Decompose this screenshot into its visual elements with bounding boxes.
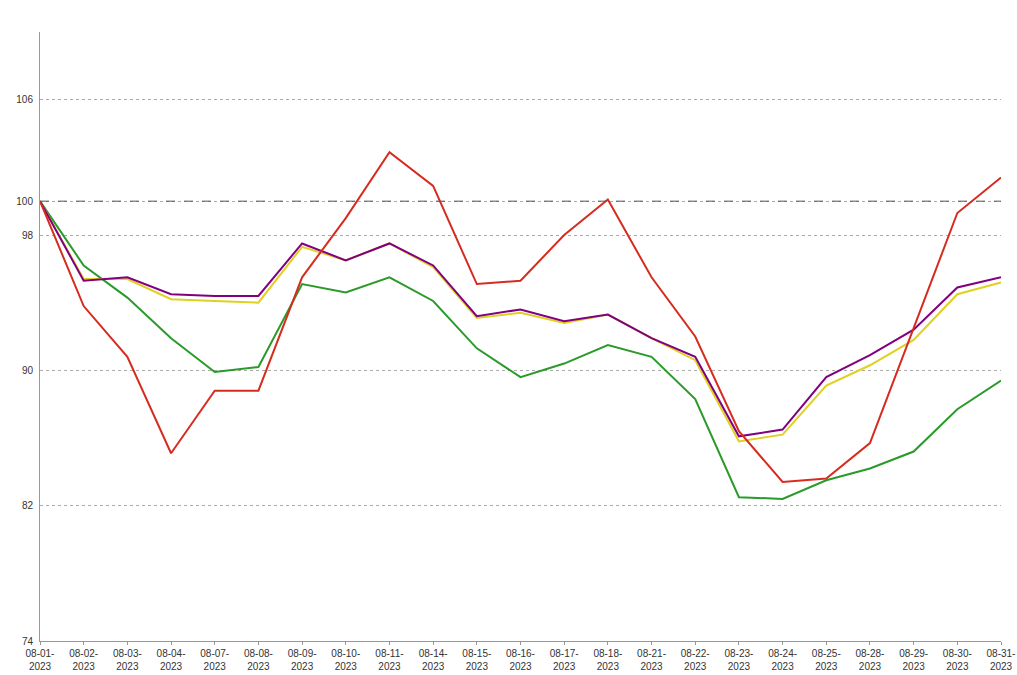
svg-text:08-31-2023: 08-31-2023 bbox=[987, 648, 1016, 672]
svg-text:08-09-2023: 08-09-2023 bbox=[288, 648, 317, 672]
svg-text:08-17-2023: 08-17-2023 bbox=[550, 648, 579, 672]
svg-text:08-01-2023: 08-01-2023 bbox=[26, 648, 55, 672]
svg-text:106: 106 bbox=[16, 94, 33, 105]
svg-text:98: 98 bbox=[22, 230, 34, 241]
svg-text:08-24-2023: 08-24-2023 bbox=[768, 648, 797, 672]
svg-text:08-28-2023: 08-28-2023 bbox=[855, 648, 884, 672]
svg-text:100: 100 bbox=[16, 196, 33, 207]
svg-text:08-15-2023: 08-15-2023 bbox=[462, 648, 491, 672]
svg-text:08-08-2023: 08-08-2023 bbox=[244, 648, 273, 672]
svg-text:08-03-2023: 08-03-2023 bbox=[113, 648, 142, 672]
svg-text:08-29-2023: 08-29-2023 bbox=[899, 648, 928, 672]
svg-text:08-30-2023: 08-30-2023 bbox=[943, 648, 972, 672]
svg-text:08-14-2023: 08-14-2023 bbox=[419, 648, 448, 672]
svg-text:08-21-2023: 08-21-2023 bbox=[637, 648, 666, 672]
svg-text:82: 82 bbox=[22, 500, 34, 511]
svg-text:08-02-2023: 08-02-2023 bbox=[69, 648, 98, 672]
svg-text:08-22-2023: 08-22-2023 bbox=[681, 648, 710, 672]
svg-text:74: 74 bbox=[22, 636, 34, 647]
svg-text:08-07-2023: 08-07-2023 bbox=[200, 648, 229, 672]
svg-text:08-10-2023: 08-10-2023 bbox=[331, 648, 360, 672]
svg-text:90: 90 bbox=[22, 365, 34, 376]
svg-text:08-25-2023: 08-25-2023 bbox=[812, 648, 841, 672]
svg-text:08-04-2023: 08-04-2023 bbox=[157, 648, 186, 672]
svg-text:08-16-2023: 08-16-2023 bbox=[506, 648, 535, 672]
svg-text:08-18-2023: 08-18-2023 bbox=[593, 648, 622, 672]
svg-text:08-11-2023: 08-11-2023 bbox=[375, 648, 403, 672]
svg-text:08-23-2023: 08-23-2023 bbox=[724, 648, 753, 672]
